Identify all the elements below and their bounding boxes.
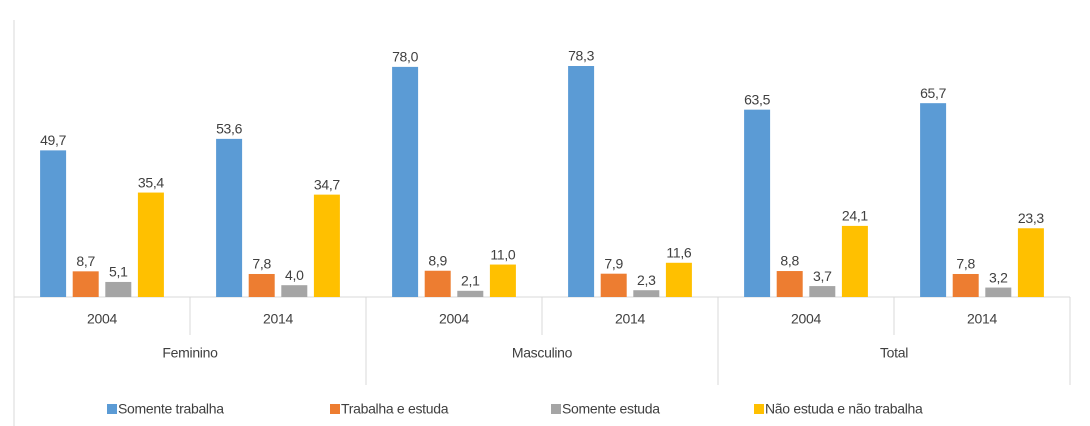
bar <box>40 150 67 297</box>
legend-swatch <box>330 404 340 414</box>
value-label: 23,3 <box>1018 210 1045 226</box>
bar <box>841 225 868 297</box>
value-label: 2,1 <box>461 273 480 289</box>
group-label: Feminino <box>162 345 218 361</box>
value-label: 8,7 <box>76 253 95 269</box>
bar <box>457 290 484 297</box>
legend-swatch <box>551 404 561 414</box>
bar <box>809 286 836 297</box>
value-label: 63,5 <box>744 91 771 107</box>
bar <box>313 194 340 297</box>
x-tick-label: 2004 <box>87 311 117 327</box>
group-label: Total <box>880 345 908 361</box>
bar <box>665 262 692 297</box>
bar <box>633 290 660 297</box>
bar <box>952 273 979 297</box>
value-label: 11,0 <box>490 246 516 262</box>
value-label: 49,7 <box>40 132 67 148</box>
bar <box>248 273 275 297</box>
bar <box>920 103 947 297</box>
x-tick-label: 2014 <box>615 311 645 327</box>
legend-label: Não estuda e não trabalha <box>765 401 923 417</box>
x-tick-label: 2004 <box>439 311 469 327</box>
bar <box>137 192 164 297</box>
value-label: 35,4 <box>138 174 165 190</box>
bar <box>392 66 419 297</box>
value-label: 3,2 <box>989 269 1008 285</box>
value-label: 2,3 <box>637 272 656 288</box>
bar <box>424 270 451 297</box>
value-label: 34,7 <box>314 176 341 192</box>
value-label: 78,3 <box>568 48 595 64</box>
bar <box>105 281 132 297</box>
value-label: 7,9 <box>604 255 623 271</box>
value-label: 7,8 <box>252 256 271 272</box>
bar <box>489 264 516 297</box>
x-tick-label: 2004 <box>791 311 821 327</box>
bar <box>600 273 627 297</box>
bar <box>281 285 308 297</box>
legend-label: Trabalha e estuda <box>341 401 449 417</box>
bar <box>72 271 99 297</box>
bar <box>1017 228 1044 297</box>
value-label: 78,0 <box>392 49 419 65</box>
legend-label: Somente estuda <box>562 401 660 417</box>
bar <box>216 138 243 297</box>
legend-swatch <box>107 404 117 414</box>
bar <box>776 271 803 297</box>
value-label: 53,6 <box>216 121 243 137</box>
value-label: 5,1 <box>109 264 128 280</box>
value-label: 8,9 <box>428 252 447 268</box>
value-label: 7,8 <box>956 256 975 272</box>
value-label: 8,8 <box>780 253 799 269</box>
value-label: 24,1 <box>842 208 869 224</box>
bar <box>744 109 771 297</box>
group-label: Masculino <box>512 345 573 361</box>
legend-label: Somente trabalha <box>118 401 224 417</box>
value-label: 65,7 <box>920 85 947 101</box>
value-label: 3,7 <box>813 268 832 284</box>
bar <box>985 287 1012 297</box>
value-label: 11,6 <box>666 244 692 260</box>
value-label: 4,0 <box>285 267 304 283</box>
bar <box>568 66 595 297</box>
x-tick-label: 2014 <box>263 311 293 327</box>
x-tick-label: 2014 <box>967 311 997 327</box>
legend-swatch <box>754 404 764 414</box>
